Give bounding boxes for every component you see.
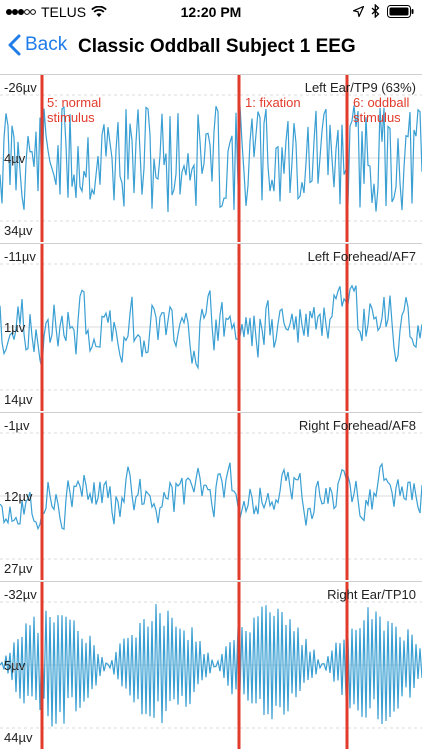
eeg-trace	[0, 462, 422, 531]
panel-bottom-label: 34µv	[4, 223, 33, 238]
panel-bottom-label: 14µv	[4, 392, 33, 407]
panel-bottom-label: 44µv	[4, 730, 33, 745]
status-bar: TELUS 12:20 PM	[0, 0, 422, 24]
panel-bottom-label: 27µv	[4, 561, 33, 576]
marker-label: 1: fixation	[245, 95, 301, 110]
eeg-panel[interactable]: -32µv 5µv 44µv Right Ear/TP10	[0, 581, 422, 749]
panel-top-label: -26µv	[4, 80, 37, 95]
back-label: Back	[25, 34, 68, 55]
eeg-trace-canvas	[0, 244, 422, 411]
eeg-panels: -26µv 4µv 34µv Left Ear/TP9 (63%) 5: nor…	[0, 74, 422, 750]
signal-dots-icon	[6, 9, 36, 15]
panel-mid-label: 4µv	[4, 151, 26, 166]
eeg-panel[interactable]: -1µv 12µv 27µv Right Forehead/AF8	[0, 412, 422, 580]
eeg-trace	[0, 105, 422, 213]
marker-label-line1: 6: oddball	[353, 95, 410, 110]
status-right	[353, 4, 414, 18]
panel-mid-label: 5µv	[4, 658, 26, 673]
marker-label-line2: stimulus	[353, 110, 401, 125]
channel-name: Left Ear/TP9 (63%)	[304, 80, 416, 95]
page-title: Classic Oddball Subject 1 EEG	[78, 36, 356, 57]
eeg-trace-canvas	[0, 413, 422, 580]
marker-label-line1: 1: fixation	[245, 95, 301, 110]
channel-name: Right Ear/TP10	[327, 587, 416, 602]
status-left: TELUS	[6, 4, 107, 20]
channel-name: Left Forehead/AF7	[307, 249, 416, 264]
panel-mid-label: 12µv	[4, 489, 33, 504]
navigation-bar: Back Classic Oddball Subject 1 EEG	[0, 24, 422, 68]
marker-label-line1: 5: normal	[47, 95, 102, 110]
bluetooth-icon	[371, 4, 380, 18]
eeg-trace	[0, 604, 422, 727]
back-button[interactable]: Back	[8, 34, 67, 56]
marker-label-line2: stimulus	[47, 110, 95, 125]
channel-name: Right Forehead/AF8	[298, 418, 416, 433]
marker-label: 6: oddball stimulus	[353, 95, 409, 125]
wifi-icon	[91, 6, 107, 17]
panel-top-label: -11µv	[4, 249, 36, 264]
panel-top-label: -1µv	[4, 418, 30, 433]
panel-top-label: -32µv	[4, 587, 37, 602]
marker-label: 5: normal stimulus	[47, 95, 101, 125]
eeg-trace-canvas	[0, 75, 422, 242]
eeg-trace	[0, 284, 422, 370]
eeg-panel[interactable]: -11µv 1µv 14µv Left Forehead/AF7	[0, 243, 422, 411]
location-arrow-icon	[353, 5, 364, 17]
carrier-name: TELUS	[41, 4, 87, 20]
battery-icon	[387, 4, 414, 18]
eeg-trace-canvas	[0, 582, 422, 749]
eeg-panel[interactable]: -26µv 4µv 34µv Left Ear/TP9 (63%) 5: nor…	[0, 74, 422, 242]
chevron-left-icon	[8, 34, 21, 56]
panel-mid-label: 1µv	[4, 320, 26, 335]
status-time: 12:20 PM	[180, 4, 242, 20]
